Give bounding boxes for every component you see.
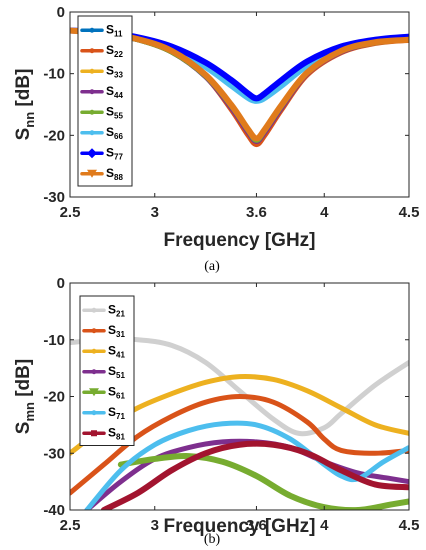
y-tick-label: -40 — [43, 502, 65, 519]
legend-marker — [89, 27, 95, 33]
y-tick-label: -10 — [43, 332, 65, 349]
legend-marker — [91, 369, 97, 375]
legend-marker — [91, 430, 97, 437]
legend-marker — [91, 328, 97, 334]
legend-marker — [89, 130, 95, 136]
y-tick-label: 0 — [57, 275, 65, 292]
legend-marker — [91, 307, 97, 313]
y-tick-label: -30 — [43, 445, 65, 462]
y-tick-label: -30 — [43, 189, 65, 206]
chart-a: 2.5 3 3.6 4 4.5 0 -10 -20 -30 Frequency [GHz] Snn … — [13, 4, 419, 274]
legend-label: S55 — [106, 104, 123, 120]
legend-label: S22 — [106, 43, 123, 59]
legend-label: S41 — [108, 343, 125, 359]
x-axis-label: Frequency [GHz] — [163, 516, 315, 537]
legend-marker — [87, 148, 97, 159]
x-tick-label: 2.5 — [60, 517, 81, 534]
legend-marker — [87, 169, 97, 178]
y-axis-label: Snn [dB] — [13, 69, 37, 141]
x-tick-label: 4 — [320, 517, 329, 534]
legend-marker — [89, 89, 95, 95]
legend-label: S88 — [106, 166, 123, 182]
legend-marker — [89, 48, 95, 54]
legend-label: S33 — [106, 63, 123, 79]
legend-label: S31 — [108, 323, 125, 339]
legend-marker — [89, 388, 99, 397]
legend-label: S51 — [108, 364, 125, 380]
legend-label: S61 — [108, 384, 125, 400]
legend-label: S66 — [106, 125, 123, 141]
legend-marker — [89, 109, 95, 115]
series-line-S81 — [100, 440, 409, 510]
x-axis-label: Frequency [GHz] — [163, 230, 315, 251]
x-tick-label: 4.5 — [399, 517, 420, 534]
x-tick-label: 3 — [151, 204, 159, 221]
y-tick-label: 0 — [57, 4, 65, 21]
chart-b: 2.5 3 3.6 4 4.5 0 -10 -20 -30 -40 Frequency [GHz] S… — [13, 275, 419, 547]
legend-marker — [91, 410, 97, 416]
legend-label: S71 — [108, 405, 125, 421]
legend-label: S21 — [108, 302, 125, 318]
x-tick-label: 3.6 — [246, 517, 267, 534]
x-tick-label: 3.6 — [246, 204, 267, 221]
legend-label: S11 — [106, 22, 123, 38]
y-tick-label: -20 — [43, 389, 65, 406]
y-tick-label: -10 — [43, 66, 65, 83]
legend-box — [77, 15, 133, 187]
x-tick-label: 2.5 — [60, 204, 81, 221]
legend-marker — [89, 68, 95, 74]
legend-marker — [91, 348, 97, 354]
figure-caption: (b) — [204, 532, 221, 547]
legend-label: S77 — [106, 145, 123, 161]
series-line-S31 — [70, 394, 409, 496]
series-line-S61 — [117, 453, 409, 510]
legend: S21 S31 S41 S51 S61 S71 S81 — [79, 295, 135, 446]
y-axis-label: Smn [dB] — [13, 359, 37, 434]
series-group — [70, 27, 409, 148]
y-tick-label: -20 — [43, 127, 65, 144]
legend-label: S81 — [108, 425, 125, 441]
x-tick-label: 4 — [320, 204, 329, 221]
legend: S11 S22 S33 S44 S55 S66 S77 S88 — [77, 15, 133, 187]
figure-caption: (a) — [204, 259, 220, 274]
series-group — [70, 336, 409, 510]
x-tick-label: 3 — [151, 517, 159, 534]
x-tick-label: 4.5 — [399, 204, 420, 221]
axes-box — [69, 11, 410, 198]
series-line-S88 — [70, 27, 409, 142]
legend-label: S44 — [106, 84, 123, 100]
